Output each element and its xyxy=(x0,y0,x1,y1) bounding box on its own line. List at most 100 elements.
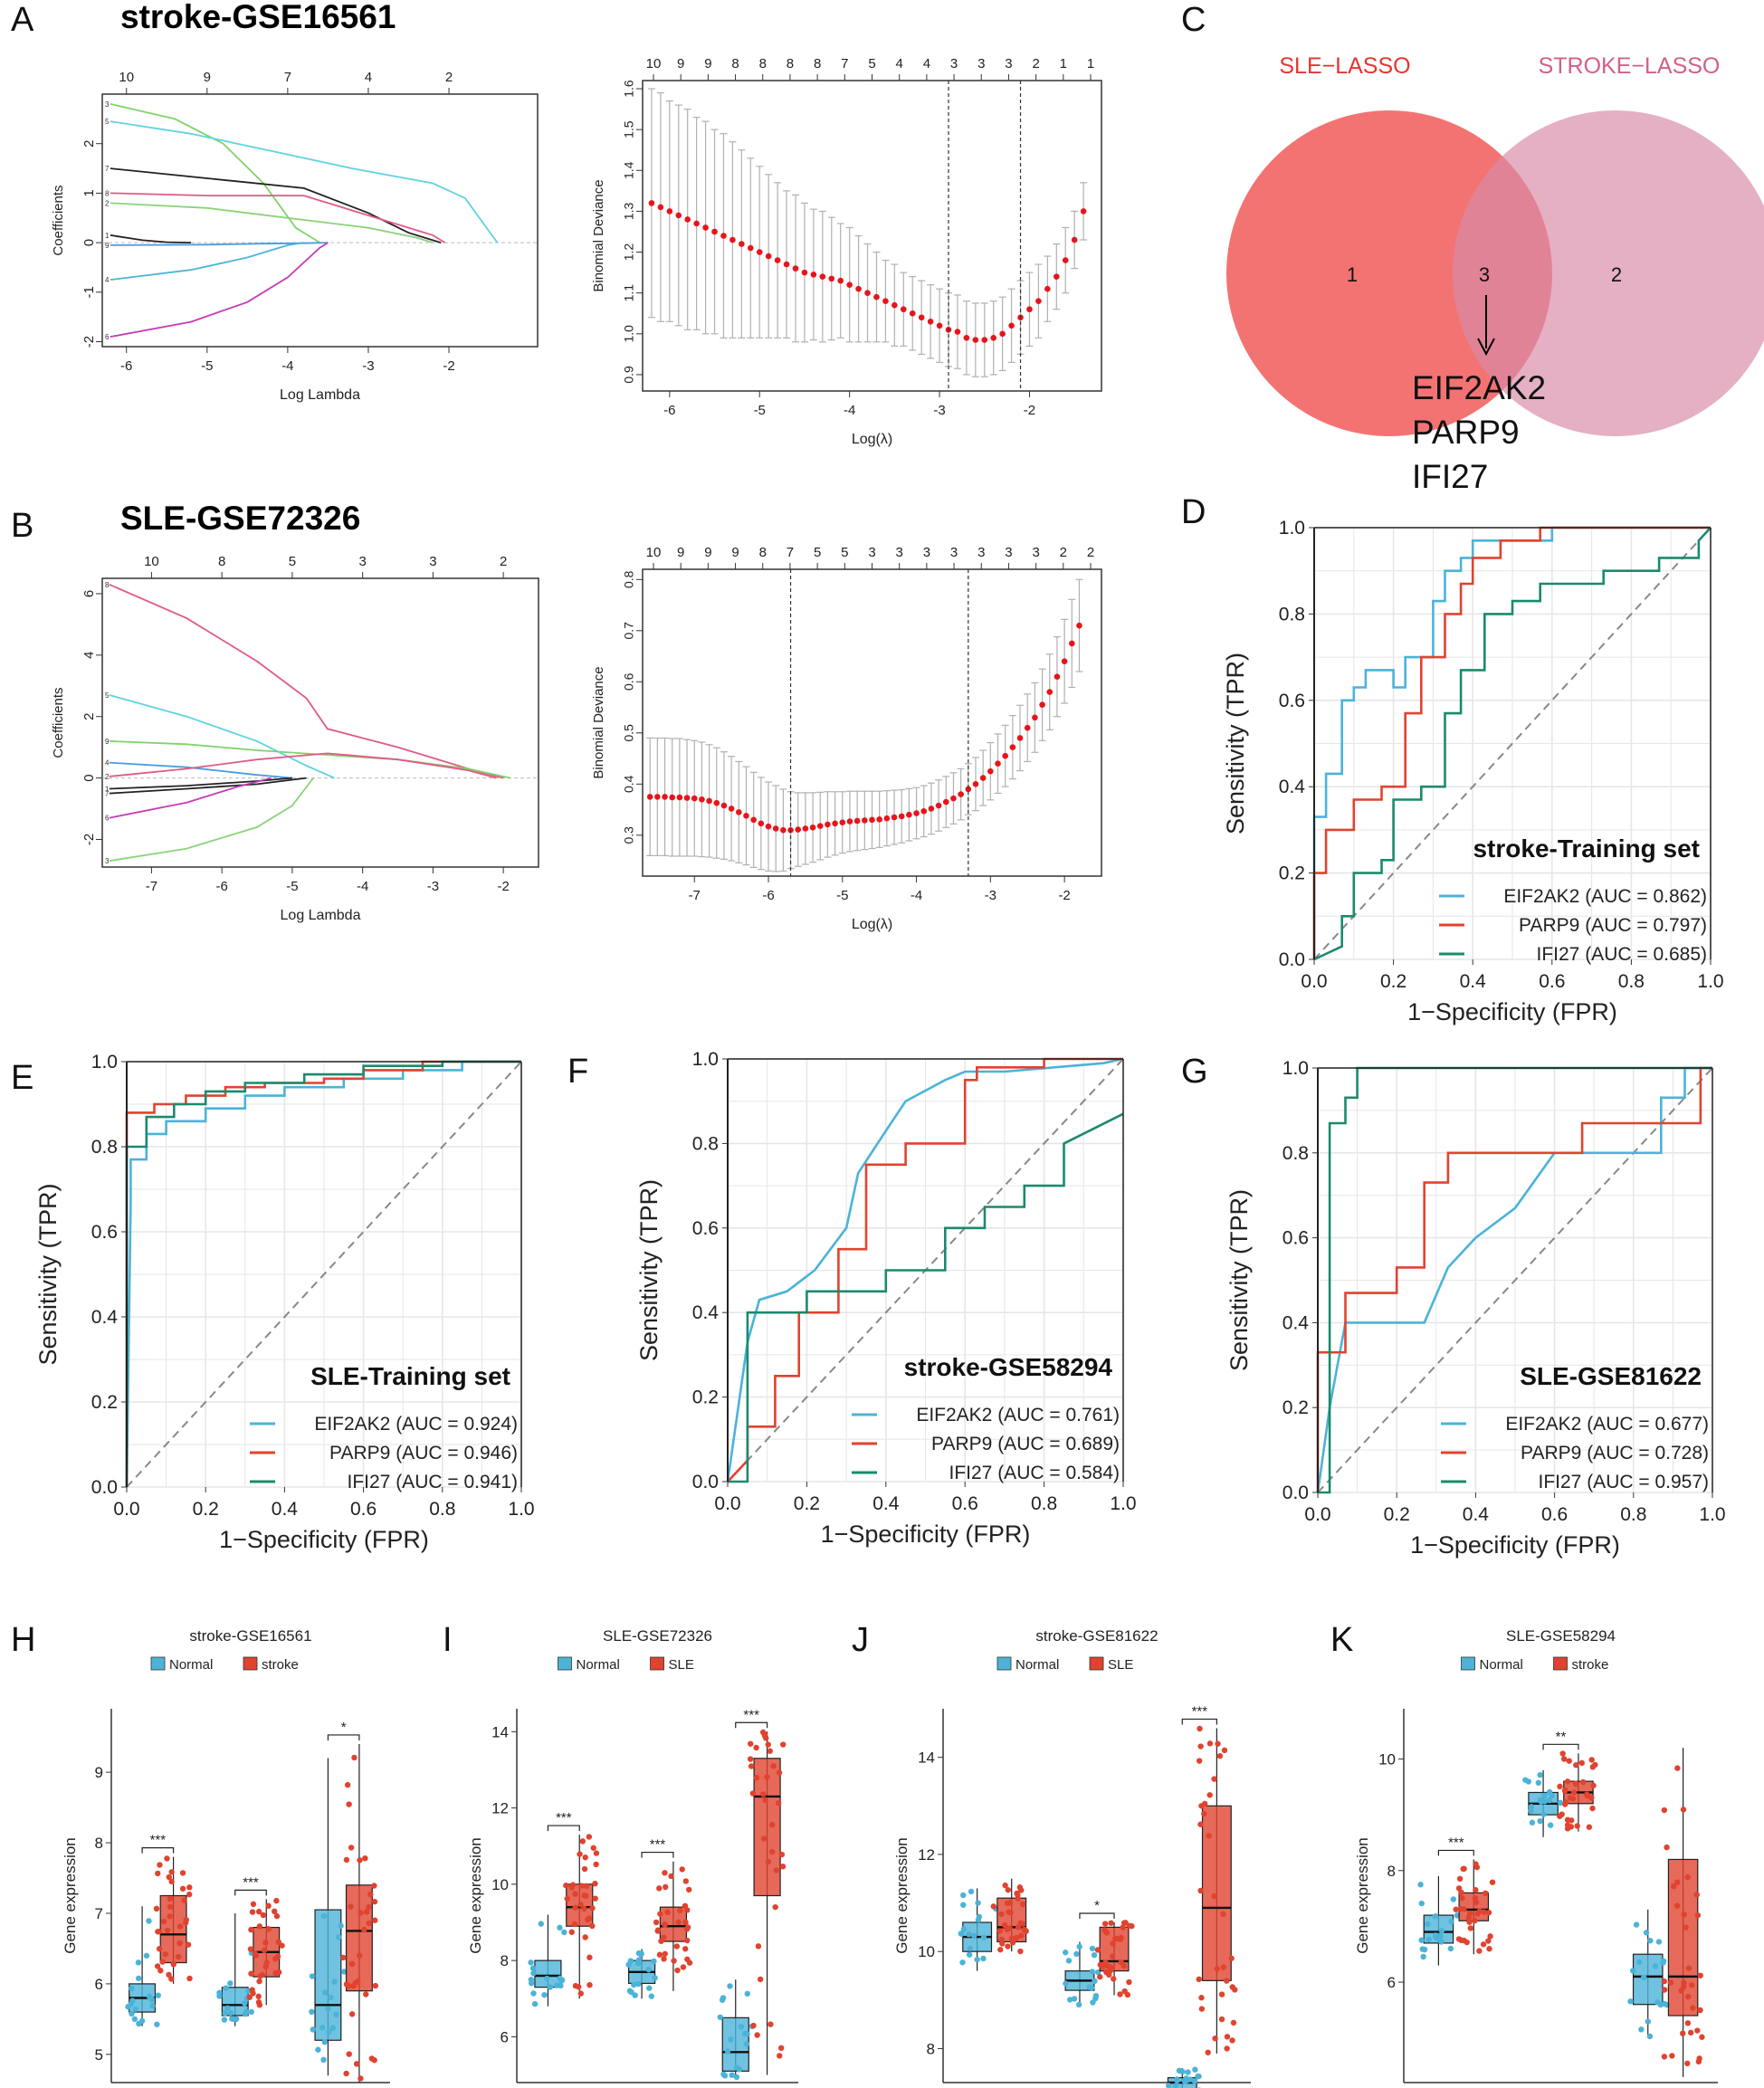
data-point xyxy=(682,1878,690,1884)
data-point xyxy=(744,1990,750,1997)
chance-diagonal xyxy=(126,1061,522,1488)
deviance-point xyxy=(918,314,925,321)
coef-path-label: 2 xyxy=(105,199,110,207)
x-axis-label: Log Lambda xyxy=(281,908,361,923)
x-tick-label: 0.8 xyxy=(1031,1493,1057,1514)
roc-curve-2 xyxy=(125,1060,521,1487)
data-point xyxy=(778,1851,786,1858)
y-tick-label: 0.0 xyxy=(1279,949,1305,970)
y-tick-label: 0.0 xyxy=(1282,1483,1309,1503)
data-point xyxy=(764,1774,770,1780)
top-tick-label: 3 xyxy=(977,56,985,72)
data-point xyxy=(583,1883,590,1890)
data-point xyxy=(684,1924,691,1931)
data-point xyxy=(353,2061,360,2067)
data-point xyxy=(1473,1899,1480,1906)
data-point xyxy=(632,1992,638,1998)
data-point xyxy=(996,1928,1003,1934)
data-point xyxy=(1218,1991,1225,1997)
data-point xyxy=(1450,1896,1457,1902)
data-point xyxy=(1485,1938,1492,1944)
deviance-point xyxy=(936,322,943,329)
data-point xyxy=(344,1781,351,1788)
plot-frame xyxy=(642,80,1102,392)
data-point xyxy=(557,1924,563,1931)
significance-bracket xyxy=(547,1825,580,1832)
data-point xyxy=(1005,1943,1011,1950)
data-point xyxy=(779,1864,787,1870)
data-point xyxy=(1674,1765,1681,1771)
data-point xyxy=(1694,2027,1701,2034)
data-point xyxy=(1578,1759,1585,1767)
data-point xyxy=(661,1956,667,1962)
deviance-point xyxy=(683,795,691,801)
deviance-point xyxy=(920,807,928,815)
data-point xyxy=(1681,1912,1687,1918)
data-point xyxy=(1647,1937,1654,1944)
data-point xyxy=(336,1934,342,1940)
data-point xyxy=(1111,1976,1117,1982)
data-point xyxy=(351,1754,358,1761)
deviance-point xyxy=(927,318,934,325)
data-point xyxy=(1014,1890,1020,1897)
data-point xyxy=(998,1911,1005,1918)
venn-set-stroke xyxy=(1453,110,1764,436)
deviance-point xyxy=(758,820,765,827)
coef-path-label: 5 xyxy=(105,118,110,126)
deviance-point xyxy=(900,306,907,313)
top-tick-label: 10 xyxy=(646,545,662,560)
data-point xyxy=(186,1891,193,1898)
data-point xyxy=(1196,1758,1203,1764)
data-point xyxy=(186,1884,193,1891)
x-tick-label: -3 xyxy=(362,358,374,374)
y-axis-label: Coefficients xyxy=(51,687,66,758)
y-tick-label: 8 xyxy=(501,1952,509,1969)
data-point xyxy=(1205,2049,1211,2055)
data-point xyxy=(960,1902,967,1908)
data-point xyxy=(1417,1882,1424,1888)
data-point xyxy=(315,2046,321,2053)
data-point xyxy=(1654,1999,1661,2006)
data-point xyxy=(675,1919,682,1926)
y-tick-label: 0 xyxy=(81,239,97,246)
legend-swatch-normal xyxy=(558,1656,572,1671)
data-point xyxy=(1110,1940,1116,1947)
data-point xyxy=(1076,1943,1082,1950)
data-point xyxy=(242,2000,248,2007)
coef-path-label: 7 xyxy=(105,165,110,173)
data-point xyxy=(186,1975,193,1982)
data-point xyxy=(1120,1924,1126,1931)
data-point xyxy=(980,1934,987,1940)
deviance-point xyxy=(963,335,970,341)
data-point xyxy=(275,1969,282,1976)
data-point xyxy=(132,2006,138,2013)
panel-b-coef-plot: SLE-GSE72326 8 5 9 4 2 17 6 3 -7 -6 -5 -4 -3 -2 -2 0 2 4 6 1… xyxy=(51,500,539,923)
x-tick-label: 0.2 xyxy=(193,1499,219,1520)
deviance-point xyxy=(676,794,683,801)
x-tick-label: -2 xyxy=(1024,403,1035,418)
legend-disease: stroke xyxy=(262,1657,299,1673)
data-point xyxy=(958,1931,965,1937)
deviance-point xyxy=(883,815,891,822)
deviance-point xyxy=(729,236,736,243)
data-point xyxy=(329,2025,336,2031)
deviance-point xyxy=(693,220,700,227)
data-point xyxy=(1447,1945,1454,1952)
deviance-point xyxy=(990,335,997,341)
data-point xyxy=(167,1895,174,1902)
legend-entry: PARP9 (AUC = 0.689) xyxy=(931,1434,1120,1454)
y-tick-label: 1.5 xyxy=(622,120,636,138)
deviance-point xyxy=(1062,257,1069,263)
data-point xyxy=(528,1980,535,1987)
legend-entry: IFI27 (AUC = 0.685) xyxy=(1537,944,1708,965)
y-tick-label: 0.6 xyxy=(692,1218,719,1239)
panel-title: SLE-GSE72326 xyxy=(120,500,360,537)
x-tick-label: 0.6 xyxy=(952,1493,978,1514)
y-tick-label: 0.6 xyxy=(1279,691,1305,711)
roc-curve-3 xyxy=(728,1112,1124,1483)
deviance-point xyxy=(706,797,712,805)
data-point xyxy=(1641,1974,1647,1981)
data-point xyxy=(1201,1800,1208,1807)
y-tick-label: 7 xyxy=(95,1905,103,1922)
data-point xyxy=(1086,1984,1092,1990)
